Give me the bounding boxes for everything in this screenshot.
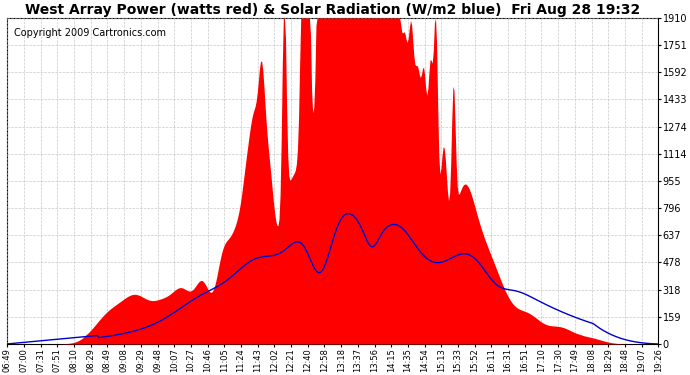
Title: West Array Power (watts red) & Solar Radiation (W/m2 blue)  Fri Aug 28 19:32: West Array Power (watts red) & Solar Rad… <box>25 3 640 17</box>
Text: Copyright 2009 Cartronics.com: Copyright 2009 Cartronics.com <box>14 28 166 38</box>
